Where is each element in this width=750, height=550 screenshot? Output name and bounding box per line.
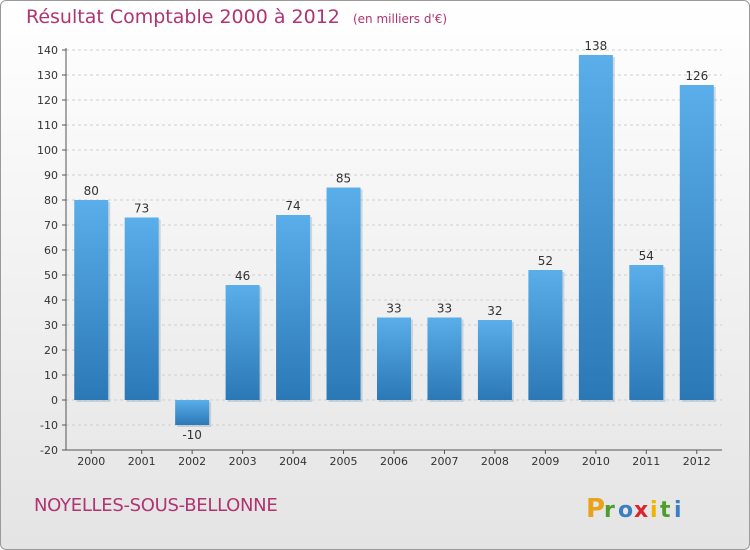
x-tick-label: 2006: [380, 455, 408, 468]
logo-letter: x: [634, 498, 648, 523]
y-tick-label: 0: [51, 394, 58, 407]
y-tick-label: 30: [44, 319, 58, 332]
y-tick-label: 40: [44, 294, 58, 307]
data-label: 126: [685, 69, 708, 83]
bar-2010: [578, 55, 613, 400]
bar-2008: [477, 320, 512, 400]
logo-letter: t: [660, 498, 671, 523]
logo-letter: r: [604, 498, 615, 523]
y-tick-label: 50: [44, 269, 58, 282]
bar-2001: [124, 217, 159, 400]
x-tick-label: 2002: [178, 455, 206, 468]
logo-letter: i: [650, 498, 658, 523]
data-label: 32: [487, 304, 502, 318]
logo-letter: P: [586, 494, 605, 524]
y-tick-label: 140: [37, 44, 58, 57]
x-tick-label: 2008: [481, 455, 509, 468]
bar-2002: [175, 400, 210, 425]
x-tick-label: 2001: [128, 455, 156, 468]
chart-title-block: Résultat Comptable 2000 à 2012 (en milli…: [26, 6, 447, 28]
bar-2003: [225, 285, 260, 400]
logo-letter: i: [674, 498, 682, 523]
data-label: 73: [134, 202, 149, 216]
data-label: 46: [235, 269, 250, 283]
logo-letter: o: [618, 498, 633, 523]
chart-subtitle: (en milliers d'€): [352, 12, 448, 26]
y-tick-label: 80: [44, 194, 58, 207]
data-label: -10: [182, 428, 202, 442]
y-tick-label: -20: [40, 444, 58, 457]
y-tick-label: 90: [44, 169, 58, 182]
bar-2000: [74, 200, 109, 400]
bar-2004: [276, 215, 311, 400]
bar-2005: [326, 187, 361, 400]
x-tick-label: 2000: [77, 455, 105, 468]
x-tick-label: 2012: [683, 455, 711, 468]
bar-2009: [528, 270, 563, 400]
chart-title: Résultat Comptable 2000 à 2012: [26, 6, 340, 28]
data-label: 54: [639, 249, 654, 263]
x-tick-label: 2007: [430, 455, 458, 468]
town-name: NOYELLES-SOUS-BELLONNE: [34, 495, 278, 516]
data-label: 80: [84, 184, 99, 198]
bar-2006: [377, 317, 411, 400]
x-tick-label: 2009: [531, 455, 559, 468]
x-tick-label: 2003: [229, 455, 257, 468]
y-tick-label: 10: [44, 369, 58, 382]
y-tick-label: -10: [40, 419, 58, 432]
data-label: 138: [584, 39, 607, 53]
data-label: 52: [538, 254, 553, 268]
bar-2012: [679, 85, 714, 400]
proxiti-logo: Pr o x i t i: [586, 494, 682, 524]
x-tick-label: 2004: [279, 455, 307, 468]
y-tick-label: 120: [37, 94, 58, 107]
x-tick-label: 2011: [632, 455, 660, 468]
bar-2007: [427, 317, 462, 400]
data-label: 74: [285, 199, 300, 213]
x-tick-label: 2010: [582, 455, 610, 468]
data-label: 85: [336, 172, 351, 186]
y-tick-label: 70: [44, 219, 58, 232]
y-tick-label: 110: [37, 119, 58, 132]
data-label: 33: [437, 302, 452, 316]
data-label: 33: [386, 302, 401, 316]
x-tick-label: 2005: [330, 455, 358, 468]
y-tick-label: 100: [37, 144, 58, 157]
bar-2011: [629, 265, 664, 400]
y-tick-label: 60: [44, 244, 58, 257]
y-tick-label: 20: [44, 344, 58, 357]
y-tick-label: 130: [37, 69, 58, 82]
